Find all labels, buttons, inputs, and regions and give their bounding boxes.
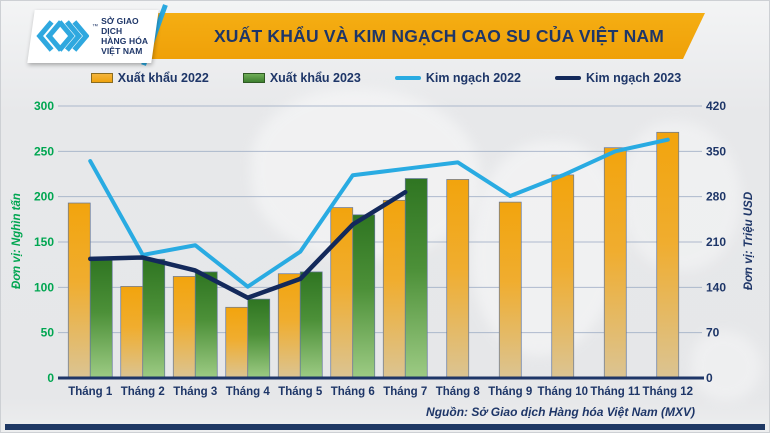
right-axis-title: Đơn vị: Triệu USD — [743, 191, 755, 291]
line-kim-ngach-2023 — [88, 189, 408, 300]
bar-xuat-khau-2022 — [382, 199, 406, 379]
left-axis-tick: 200 — [34, 190, 54, 204]
x-axis-label: Tháng 10 — [538, 386, 588, 398]
x-axis-label: Tháng 12 — [643, 386, 693, 398]
x-axis-label: Tháng 6 — [331, 386, 375, 398]
x-axis-label: Tháng 4 — [226, 386, 271, 398]
left-axis-tick: 300 — [34, 99, 54, 113]
bar-xuat-khau-2022 — [446, 179, 470, 379]
bar-xuat-khau-2022 — [603, 147, 627, 379]
bar-xuat-khau-2022 — [225, 306, 249, 379]
bar-xuat-khau-2022 — [551, 174, 575, 379]
right-axis-tick: 210 — [706, 235, 726, 249]
bar-xuat-khau-2022 — [656, 131, 680, 379]
bar-xuat-khau-2023 — [404, 178, 428, 379]
legend-item-xuat-khau-2022: Xuất khẩu 2022 — [90, 71, 209, 85]
bar-xuat-khau-2022 — [277, 273, 301, 379]
left-axis-tick: 150 — [34, 235, 54, 249]
bar-xuat-khau-2023 — [194, 271, 218, 379]
bar-xuat-khau-2023 — [142, 258, 166, 379]
bar-swatch-icon — [242, 73, 265, 83]
mxv-chevron-icon — [36, 20, 89, 53]
line-kim-ngach-2022 — [88, 137, 670, 289]
trademark-symbol: ™ — [92, 24, 98, 31]
right-axis-tick: 140 — [706, 280, 726, 294]
right-axis-tick: 70 — [706, 326, 720, 340]
legend-item-kim-ngach-2023: Kim ngạch 2023 — [555, 71, 681, 85]
logo-org-name: SỞ GIAO DỊCH HÀNG HÓA VIỆT NAM — [101, 16, 149, 57]
x-axis-label: Tháng 7 — [383, 386, 427, 398]
bar-xuat-khau-2023 — [352, 214, 376, 379]
bar-xuat-khau-2023 — [247, 298, 271, 379]
bottom-accent-bar — [5, 424, 765, 430]
legend-item-xuat-khau-2023: Xuất khẩu 2023 — [242, 71, 361, 85]
bar-xuat-khau-2023 — [299, 271, 323, 379]
right-axis-tick: 420 — [706, 99, 726, 113]
page-title: XUẤT KHẨU VÀ KIM NGẠCH CAO SU CỦA VIỆT N… — [213, 25, 665, 46]
bar-xuat-khau-2022 — [172, 276, 196, 379]
mxv-logo: ™ SỞ GIAO DỊCH HÀNG HÓA VIỆT NAM — [27, 10, 159, 63]
legend-item-kim-ngach-2022: Kim ngạch 2022 — [394, 71, 521, 85]
x-axis-label: Tháng 11 — [590, 386, 640, 398]
left-axis-title: Đơn vị: Nghìn tấn — [11, 193, 23, 289]
bar-swatch-icon — [90, 73, 113, 83]
left-axis-tick: 50 — [41, 326, 55, 340]
bar-xuat-khau-2022 — [498, 201, 522, 379]
left-axis-tick: 250 — [34, 144, 54, 158]
right-axis-tick: 280 — [706, 190, 726, 204]
x-axis-label: Tháng 2 — [121, 386, 165, 398]
x-axis-label: Tháng 1 — [68, 386, 113, 398]
right-axis-tick: 350 — [706, 144, 726, 158]
world-map-watermark — [471, 141, 621, 356]
x-axis-label: Tháng 3 — [173, 386, 217, 398]
x-axis-label: Tháng 9 — [488, 386, 532, 398]
world-map-watermark — [691, 331, 761, 401]
x-axis-label: Tháng 8 — [436, 386, 481, 398]
right-axis-tick: 0 — [706, 371, 713, 385]
bar-xuat-khau-2023 — [89, 257, 113, 379]
left-axis-tick: 100 — [34, 280, 54, 294]
line-swatch-icon — [394, 76, 421, 80]
line-swatch-icon — [555, 76, 582, 80]
bar-xuat-khau-2022 — [67, 202, 91, 379]
left-axis-tick: 0 — [47, 371, 54, 385]
chart-legend: Xuất khẩu 2022 Xuất khẩu 2023 Kim ngạch … — [1, 71, 769, 85]
bar-xuat-khau-2022 — [120, 286, 144, 379]
x-axis-label: Tháng 5 — [278, 386, 323, 398]
source-credit: Nguồn: Sở Giao dịch Hàng hóa Việt Nam (M… — [426, 405, 695, 419]
